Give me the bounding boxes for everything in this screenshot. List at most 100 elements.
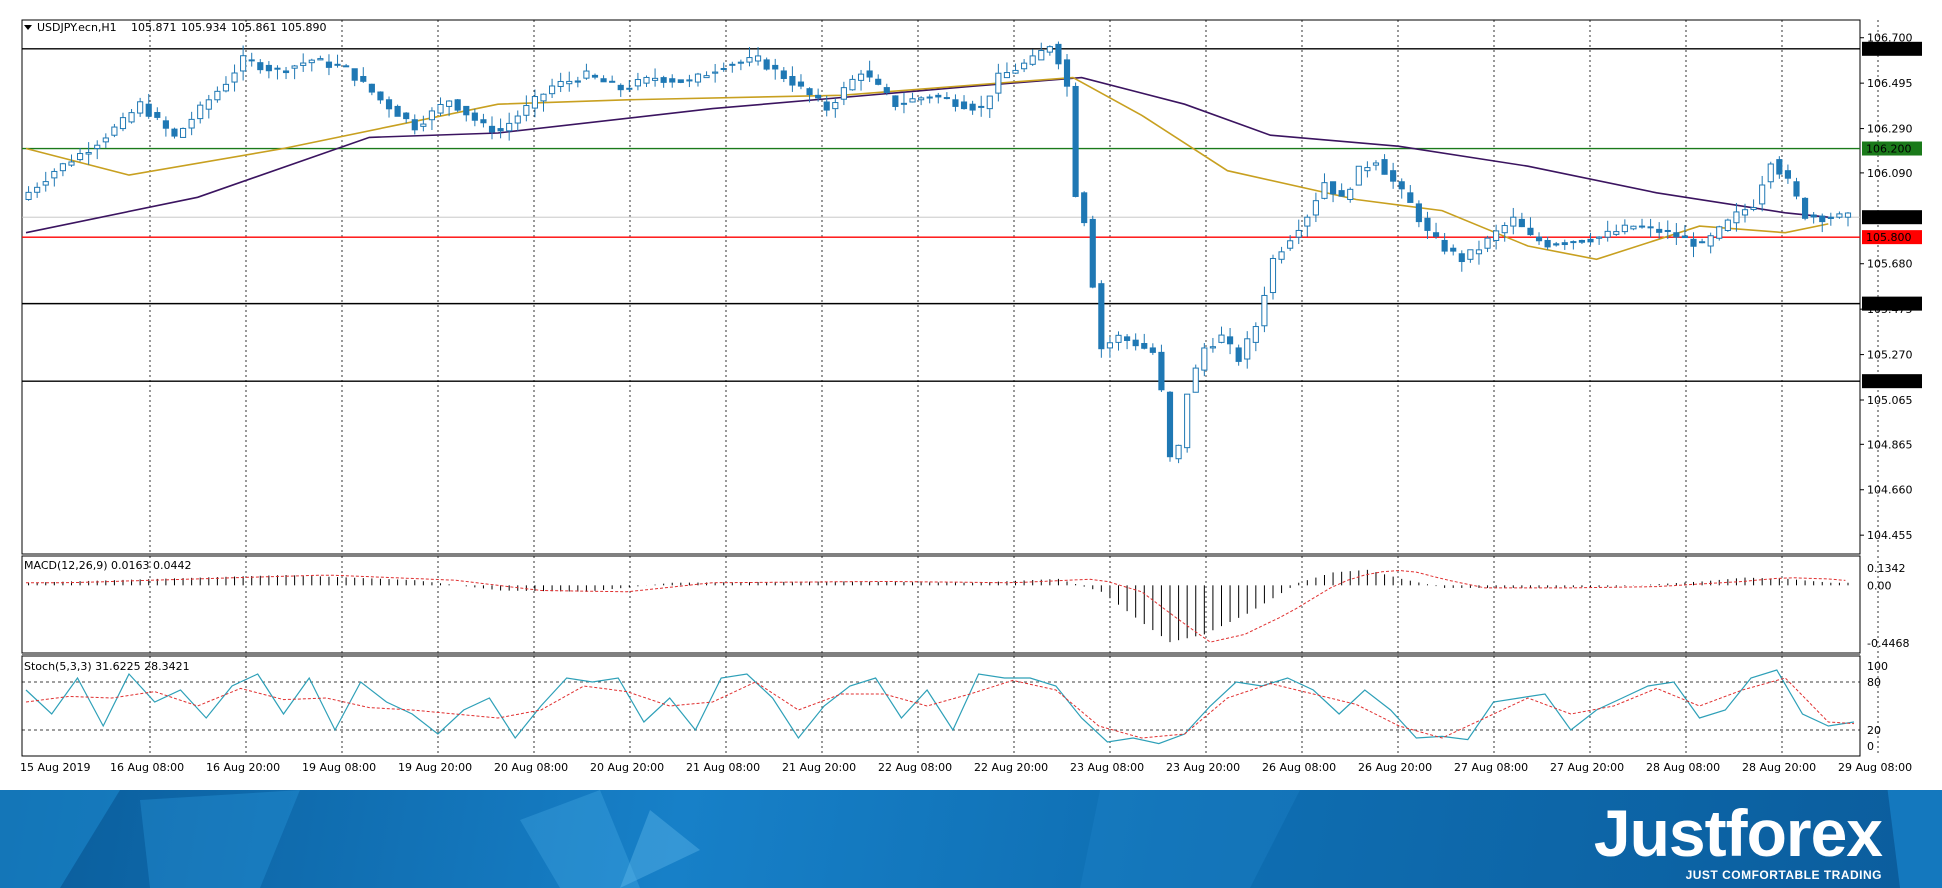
candle[interactable]: [1776, 159, 1783, 175]
candle[interactable]: [1475, 249, 1483, 255]
candle[interactable]: [1046, 46, 1053, 53]
candle[interactable]: [25, 191, 32, 200]
candle[interactable]: [1424, 217, 1431, 231]
candle[interactable]: [754, 55, 762, 62]
candle[interactable]: [686, 79, 693, 82]
candle[interactable]: [463, 105, 470, 116]
candle[interactable]: [1690, 238, 1697, 247]
candle[interactable]: [231, 72, 238, 83]
candle[interactable]: [1553, 243, 1560, 246]
candle[interactable]: [1501, 225, 1508, 234]
candle[interactable]: [351, 68, 358, 81]
candle[interactable]: [248, 59, 255, 62]
candle[interactable]: [154, 112, 161, 118]
candle[interactable]: [1630, 225, 1637, 230]
candle[interactable]: [660, 77, 667, 83]
candle[interactable]: [1132, 339, 1139, 347]
candle[interactable]: [1699, 241, 1706, 244]
candle[interactable]: [651, 77, 659, 81]
candle[interactable]: [1355, 165, 1362, 186]
candle[interactable]: [1613, 231, 1620, 235]
candle[interactable]: [1364, 167, 1371, 172]
candle[interactable]: [677, 79, 684, 83]
candle[interactable]: [918, 97, 925, 101]
candle[interactable]: [566, 80, 573, 85]
candle[interactable]: [1647, 226, 1654, 229]
candle[interactable]: [162, 120, 169, 129]
candle[interactable]: [51, 170, 58, 179]
candle[interactable]: [574, 80, 581, 83]
candle[interactable]: [1493, 230, 1500, 241]
macd-panel[interactable]: [26, 569, 1849, 643]
candle[interactable]: [600, 78, 607, 83]
candle[interactable]: [1510, 216, 1517, 227]
stochastic-panel[interactable]: [22, 669, 1860, 745]
candle[interactable]: [1596, 236, 1603, 239]
candle[interactable]: [68, 161, 75, 166]
candle[interactable]: [1227, 336, 1234, 345]
candle[interactable]: [1218, 334, 1225, 343]
candle[interactable]: [394, 105, 401, 117]
candle[interactable]: [1201, 347, 1208, 371]
candle[interactable]: [1458, 253, 1465, 263]
candle[interactable]: [626, 87, 633, 90]
candle[interactable]: [703, 75, 710, 79]
candle[interactable]: [360, 76, 367, 82]
candle[interactable]: [222, 83, 230, 92]
candle[interactable]: [437, 103, 444, 114]
candle[interactable]: [1827, 216, 1834, 219]
candle[interactable]: [102, 137, 109, 143]
candle[interactable]: [1467, 249, 1474, 260]
candle[interactable]: [969, 103, 976, 111]
candle[interactable]: [1209, 346, 1216, 349]
candle[interactable]: [1733, 211, 1740, 224]
candle[interactable]: [1115, 334, 1122, 343]
candle[interactable]: [1021, 62, 1028, 70]
candle[interactable]: [282, 70, 290, 74]
candle[interactable]: [926, 96, 933, 99]
candle[interactable]: [1673, 232, 1680, 238]
candle[interactable]: [171, 128, 178, 137]
candle[interactable]: [1484, 237, 1491, 249]
candle[interactable]: [454, 99, 461, 111]
candle[interactable]: [1819, 215, 1826, 223]
candle[interactable]: [617, 84, 624, 91]
candle[interactable]: [978, 105, 985, 108]
candle[interactable]: [1295, 229, 1302, 238]
candle[interactable]: [780, 70, 787, 79]
candle[interactable]: [1415, 203, 1422, 223]
candle[interactable]: [197, 104, 204, 120]
candle[interactable]: [1621, 224, 1628, 233]
candle[interactable]: [179, 127, 187, 138]
candle[interactable]: [557, 80, 564, 87]
candle[interactable]: [188, 118, 195, 129]
candle[interactable]: [609, 80, 616, 83]
candle[interactable]: [729, 63, 736, 66]
candle[interactable]: [1192, 367, 1199, 393]
candle[interactable]: [746, 57, 753, 63]
candle[interactable]: [480, 119, 487, 124]
candle[interactable]: [909, 98, 916, 103]
candle[interactable]: [1304, 216, 1311, 227]
candle[interactable]: [1141, 343, 1148, 349]
candle[interactable]: [1235, 347, 1242, 362]
candle[interactable]: [420, 123, 427, 127]
candle[interactable]: [1759, 184, 1766, 205]
candle[interactable]: [1570, 241, 1577, 244]
candle[interactable]: [669, 78, 676, 83]
candle[interactable]: [540, 93, 547, 102]
candle[interactable]: [514, 115, 521, 124]
candle[interactable]: [1269, 258, 1277, 294]
candle[interactable]: [1638, 225, 1646, 228]
candle[interactable]: [789, 76, 796, 86]
candle[interactable]: [694, 73, 702, 83]
candle[interactable]: [325, 61, 333, 68]
candle[interactable]: [1098, 283, 1105, 350]
candle[interactable]: [1750, 206, 1757, 210]
main-panel[interactable]: [22, 41, 1860, 464]
candle[interactable]: [720, 67, 727, 70]
candle[interactable]: [111, 126, 118, 136]
candle[interactable]: [265, 64, 272, 72]
candle[interactable]: [1544, 239, 1551, 248]
candle[interactable]: [986, 95, 993, 110]
